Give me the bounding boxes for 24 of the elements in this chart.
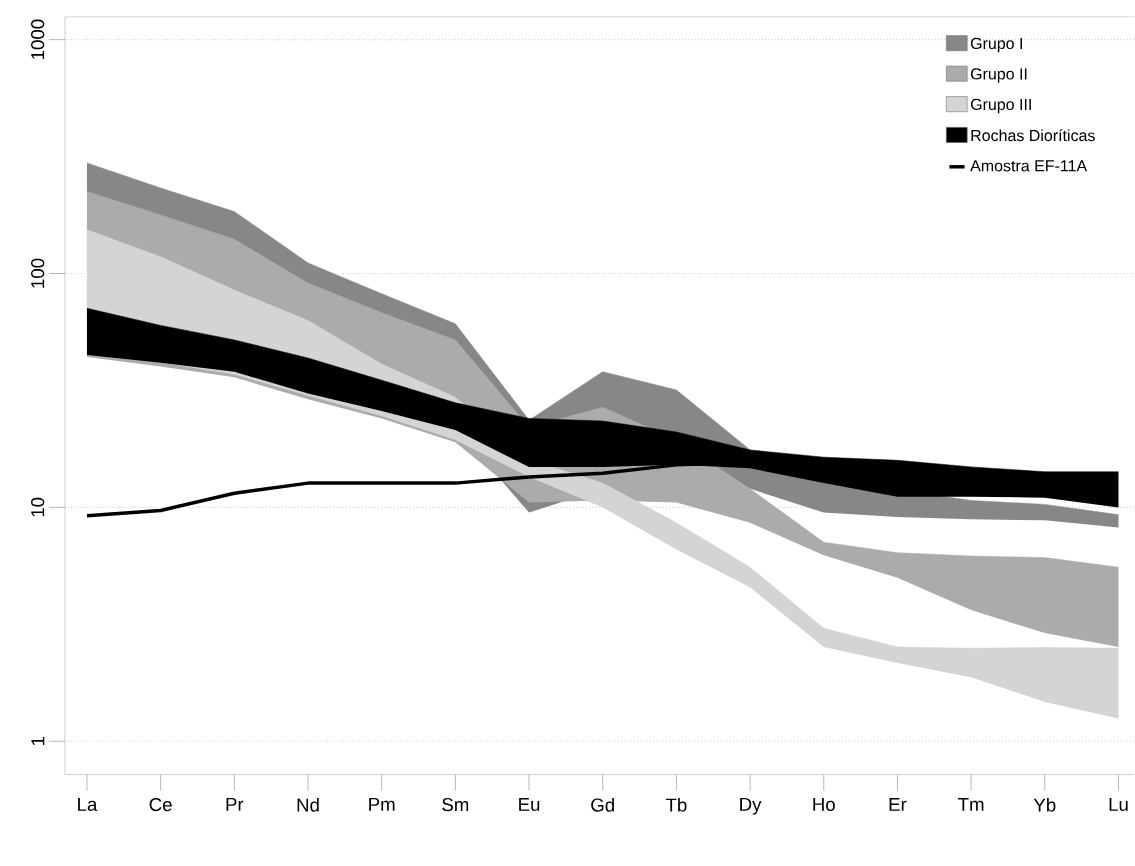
x-tick-label: Pr <box>226 798 244 812</box>
x-tick-label: Tb <box>665 798 687 812</box>
x-tick-label: Gd <box>591 798 614 812</box>
y-tick-label: 10 <box>31 497 45 517</box>
x-tick-label: Eu <box>519 798 540 812</box>
x-tick-label: Ho <box>813 798 835 812</box>
x-tick-label: Pm <box>369 798 395 812</box>
legend-label: Rochas Dioríticas <box>971 129 1095 142</box>
x-tick-label: Yb <box>1033 798 1056 812</box>
x-tick-label: Er <box>889 798 907 812</box>
legend-label: Grupo III <box>970 98 1031 114</box>
legend-label: Grupo I <box>970 37 1022 53</box>
x-tick-label: La <box>78 798 98 812</box>
x-tick-label: Lu <box>1109 798 1128 812</box>
x-tick-label: Sm <box>442 798 469 812</box>
x-tick-label: Ce <box>149 798 172 812</box>
legend-label: Grupo II <box>970 68 1027 83</box>
y-tick-label: 1 <box>31 737 45 746</box>
y-tick-label: 100 <box>31 258 45 288</box>
x-tick-label: Nd <box>297 798 319 812</box>
legend-label: Amostra EF-11A <box>970 160 1088 172</box>
x-tick-label: Tm <box>958 798 984 812</box>
y-tick-label: 1000 <box>31 19 45 60</box>
x-tick-label: Dy <box>740 798 762 815</box>
